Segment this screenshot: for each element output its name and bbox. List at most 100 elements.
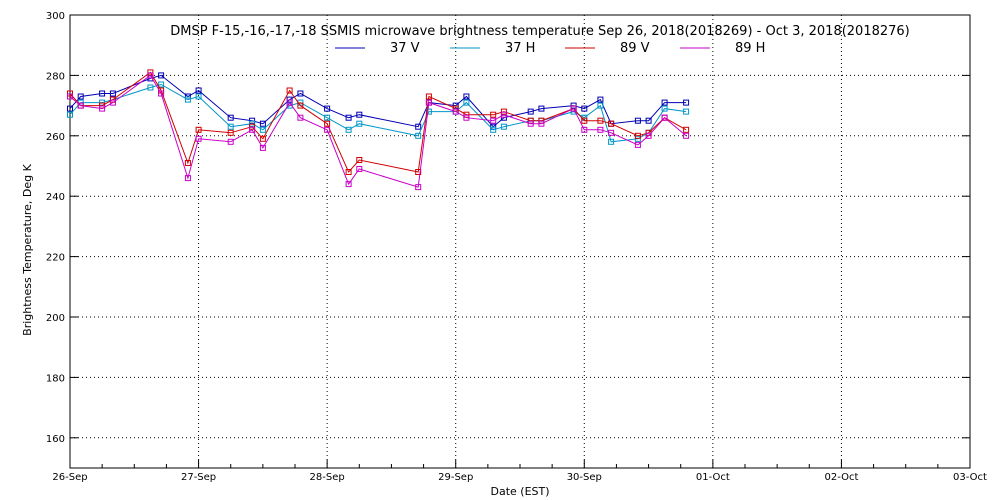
data-point (324, 114, 331, 121)
data-point (259, 144, 266, 151)
data-point (147, 84, 154, 91)
data-point (597, 117, 604, 124)
data-point (597, 96, 604, 103)
data-point (67, 93, 73, 100)
x-tick-label: 01-Oct (696, 472, 730, 483)
data-point (324, 126, 331, 133)
data-point (195, 93, 202, 100)
data-point (597, 102, 604, 109)
y-tick-label: 180 (46, 373, 65, 384)
data-point (109, 90, 116, 97)
data-point (661, 99, 668, 106)
data-point (297, 114, 304, 121)
legend-label: 89 H (735, 41, 765, 56)
data-point (259, 126, 266, 133)
data-point (634, 132, 641, 139)
y-tick-label: 260 (46, 132, 65, 143)
data-point (415, 184, 422, 191)
data-point (324, 120, 331, 127)
data-point (415, 169, 422, 175)
data-point (227, 138, 234, 145)
data-point (147, 72, 154, 79)
data-point (158, 90, 165, 97)
x-tick-label: 28-Sep (310, 472, 345, 483)
data-point (683, 126, 690, 133)
data-point (227, 129, 234, 136)
data-point (286, 87, 293, 94)
data-point (490, 126, 497, 133)
y-axis-label: Brightness Temperature, Deg K (21, 163, 34, 335)
data-point (184, 93, 191, 100)
x-tick-label: 02-Oct (824, 472, 858, 483)
data-point (634, 117, 641, 124)
grid-lines (70, 15, 970, 468)
data-point (463, 114, 470, 121)
y-tick-label: 300 (46, 11, 65, 22)
data-point (184, 160, 191, 166)
chart-title: DMSP F-15,-16,-17,-18 SSMIS microwave br… (170, 24, 910, 39)
data-point (597, 126, 604, 133)
data-point (463, 93, 470, 100)
data-point (608, 138, 615, 145)
data-point (683, 108, 690, 115)
data-point (345, 169, 352, 175)
data-point (570, 105, 577, 112)
data-point (527, 120, 534, 127)
data-point (109, 99, 116, 106)
data-point (356, 111, 363, 118)
data-point (184, 96, 191, 103)
data-point (77, 102, 84, 109)
data-point (99, 90, 106, 97)
data-point (538, 105, 545, 112)
data-point (345, 181, 352, 188)
data-point (249, 123, 256, 130)
data-point (500, 108, 507, 115)
data-point (227, 114, 234, 121)
data-point (356, 166, 363, 172)
data-point (425, 99, 432, 106)
data-point (286, 99, 293, 106)
data-point (683, 99, 690, 106)
legend: 37 V 37 H 89 V 89 H (335, 41, 765, 56)
x-tick-label: 30-Sep (567, 472, 602, 483)
data-point (195, 87, 202, 94)
data-point (356, 120, 363, 127)
plot-frame (69, 14, 971, 469)
x-axis-label: Date (EST) (490, 485, 549, 498)
data-point (581, 117, 588, 124)
y-tick-label: 240 (46, 192, 65, 203)
data-point (158, 72, 165, 79)
data-point (463, 99, 470, 106)
legend-label: 37 H (505, 41, 535, 56)
data-point (661, 114, 668, 121)
data-point (415, 132, 422, 139)
axis-ticks: 160 180 200 220 240 260 280 300 26-Sep 27-Sep 28-S… (46, 11, 987, 483)
x-tick-label: 26-Sep (52, 472, 87, 483)
series-line-3 (69, 74, 687, 188)
data-point (195, 126, 202, 133)
data-point (324, 105, 331, 112)
data-point (490, 117, 497, 124)
y-tick-label: 160 (46, 434, 65, 445)
data-point (259, 135, 266, 142)
y-tick-label: 280 (46, 71, 65, 82)
data-point (500, 111, 507, 118)
data-point (490, 111, 497, 118)
data-point (500, 123, 507, 130)
y-tick-label: 200 (46, 313, 65, 324)
legend-label: 37 V (390, 41, 420, 56)
data-point (608, 129, 615, 136)
data-point (661, 105, 668, 112)
data-point (608, 120, 615, 127)
legend-label: 89 V (620, 41, 650, 56)
data-point (184, 175, 191, 182)
x-tick-label: 03-Oct (953, 472, 987, 483)
x-tick-label: 29-Sep (438, 472, 473, 483)
data-point (645, 132, 652, 139)
data-point (99, 105, 106, 112)
data-point (634, 141, 641, 148)
series-lines (67, 69, 690, 191)
data-point (527, 108, 534, 115)
data-point (227, 123, 234, 130)
